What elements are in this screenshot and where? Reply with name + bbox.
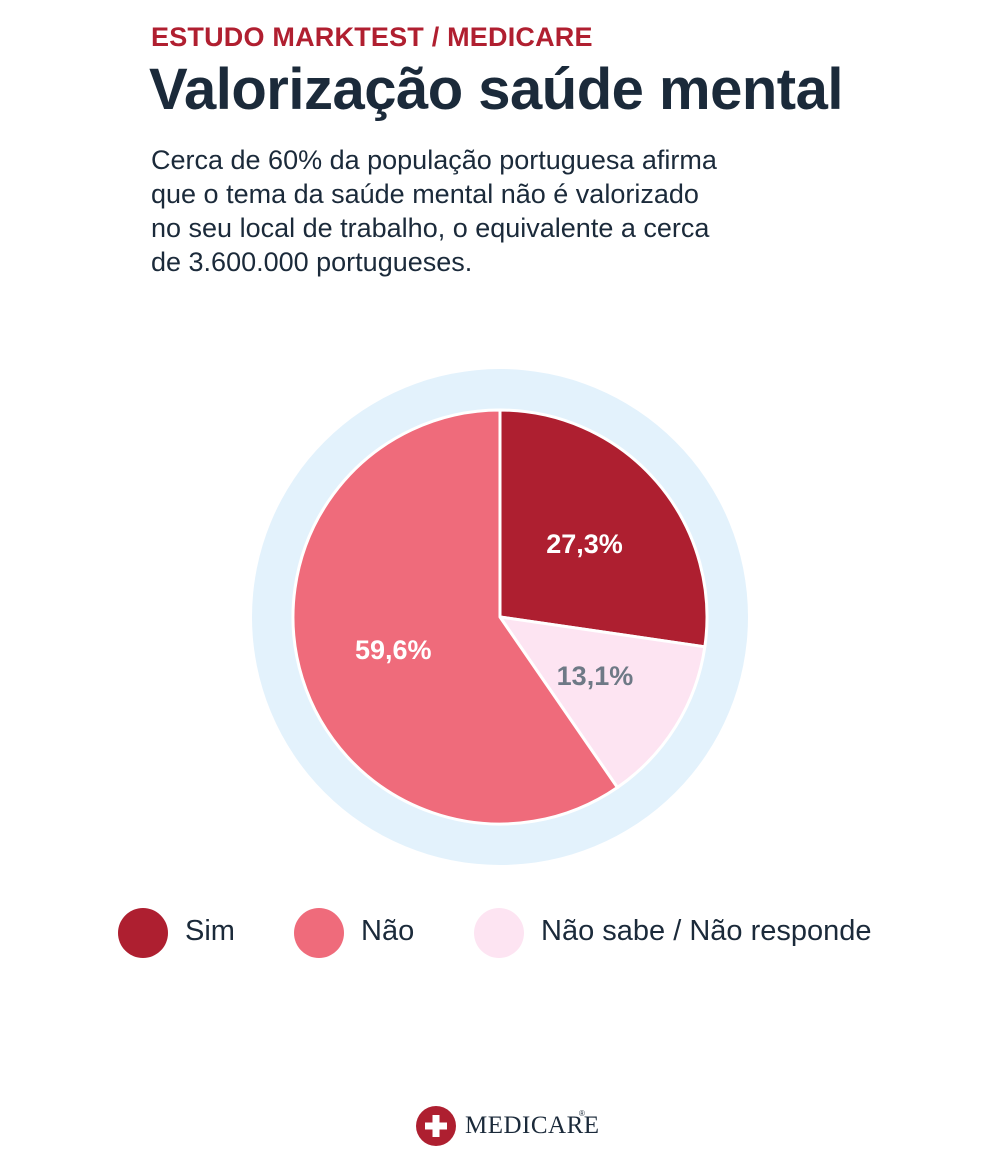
pie-slice-n-o-sabe-n-o-responde	[498, 615, 707, 789]
legend-swatch-sim	[118, 908, 168, 958]
subtitle-line: que o tema da saúde mental não é valoriz…	[151, 179, 699, 209]
legend-label-nao: Não	[361, 915, 415, 947]
chart-legend: Sim Não Não sabe / Não responde	[0, 906, 1000, 962]
legend-swatch-nao-sabe	[474, 908, 524, 958]
brand-name: MEDICARE	[465, 1112, 600, 1139]
pie-chart: 27,3% 13,1% 59,6%	[252, 369, 748, 865]
subtitle-line: de 3.600.000 portugueses.	[151, 247, 473, 277]
brand-registered-mark: ®	[579, 1109, 585, 1118]
pie-slice-sim	[498, 408, 709, 649]
chart-title: Valorização saúde mental	[149, 57, 843, 122]
subtitle-line: no seu local de trabalho, o equivalente …	[151, 213, 710, 243]
legend-swatch-nao	[294, 908, 344, 958]
legend-label-sim: Sim	[185, 915, 235, 947]
chart-kicker: ESTUDO MARKTEST / MEDICARE	[151, 22, 593, 52]
pie-data-label: 27,3%	[546, 529, 623, 559]
pie-data-label: 13,1%	[557, 661, 634, 691]
subtitle-line: Cerca de 60% da população portuguesa afi…	[151, 145, 717, 175]
pie-slice-n-o	[291, 408, 619, 826]
pie-data-label: 59,6%	[355, 635, 432, 665]
legend-label-nao-sabe: Não sabe / Não responde	[541, 915, 872, 947]
brand-logo: MEDICARE ®	[416, 1104, 599, 1148]
medical-cross-icon	[416, 1106, 456, 1146]
chart-subtitle: Cerca de 60% da população portuguesa afi…	[151, 143, 811, 279]
